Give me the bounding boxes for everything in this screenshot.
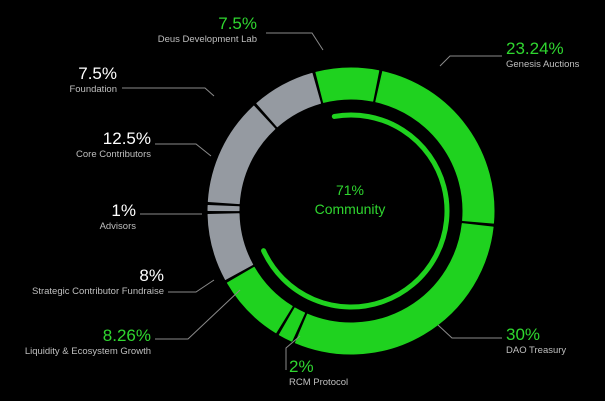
leader-genesis-auctions <box>439 55 502 67</box>
strategic-contributor-fundraise-value: 8% <box>139 266 164 285</box>
genesis-auctions-label: Genesis Auctions <box>506 59 580 70</box>
foundation-value: 7.5% <box>78 64 117 83</box>
dao-treasury-label: DAO Treasury <box>506 345 567 356</box>
leader-rcm-protocol <box>285 335 301 370</box>
center-label: 71% Community <box>265 181 435 219</box>
label-genesis-auctions: 23.24% Genesis Auctions <box>506 39 579 71</box>
label-foundation: 7.5% Foundation <box>69 64 117 96</box>
slice-core-contributors <box>207 105 276 205</box>
label-advisors: 1% Advisors <box>100 201 136 233</box>
liquidity-ecosystem-growth-label: Liquidity & Ecosystem Growth <box>24 346 151 357</box>
slice-foundation <box>256 72 322 128</box>
slice-advisors <box>207 205 240 212</box>
center-value: 71% <box>335 182 365 198</box>
rcm-protocol-label: RCM Protocol <box>289 377 349 388</box>
leader-core-contributors <box>155 143 212 157</box>
leader-dao-treasury <box>437 324 502 339</box>
slice-liquidity-and-ecosystem-growth <box>226 266 293 334</box>
label-strategic-contributor-fundraise: 8% Strategic Contributor Fundraise <box>32 266 164 298</box>
community-arc <box>261 112 450 310</box>
deus-development-lab-value: 7.5% <box>218 14 257 33</box>
slice-strategic-contributor-fundraise <box>207 213 254 280</box>
liquidity-ecosystem-growth-value: 8.26% <box>102 326 151 345</box>
slice-genesis-auctions <box>375 71 495 224</box>
leader-foundation <box>122 87 215 97</box>
advisors-label: Advisors <box>99 221 136 232</box>
label-core-contributors: 12.5% Core Contributors <box>76 129 151 161</box>
center-caption: Community <box>314 201 386 217</box>
slice-dao-treasury <box>294 223 494 355</box>
label-deus-development-lab: 7.5% Deus Development Lab <box>158 14 257 46</box>
foundation-label: Foundation <box>69 84 117 95</box>
label-rcm-protocol: 2% RCM Protocol <box>289 357 348 389</box>
strategic-contributor-fundraise-label: Strategic Contributor Fundraise <box>31 286 164 297</box>
dao-treasury-value: 30% <box>506 325 541 344</box>
leader-strategic-contributor <box>168 279 215 293</box>
genesis-auctions-value: 23.24% <box>506 39 564 58</box>
core-contributors-value: 12.5% <box>102 129 151 148</box>
core-contributors-label: Core Contributors <box>76 149 151 160</box>
label-dao-treasury: 30% DAO Treasury <box>506 325 566 357</box>
advisors-value: 1% <box>111 201 136 220</box>
label-liquidity-ecosystem-growth: 8.26% Liquidity & Ecosystem Growth <box>25 326 151 358</box>
slice-deus-development-lab <box>315 67 380 103</box>
leader-deus-development-lab <box>266 32 324 51</box>
slice-rcm-protocol <box>278 307 306 342</box>
leader-liquidity-ecosystem <box>155 289 241 340</box>
rcm-protocol-value: 2% <box>289 357 314 376</box>
deus-development-lab-label: Deus Development Lab <box>157 34 257 45</box>
